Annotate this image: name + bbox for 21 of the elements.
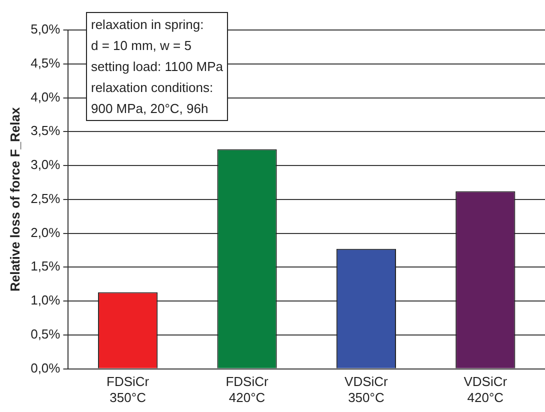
annotation: setting load: 1100 MPa [91, 58, 224, 76]
y-tick-label: 5,0% [30, 22, 61, 37]
x-tick-label: VDSiCr 350°C [344, 374, 389, 405]
y-tick-label: 4,5% [30, 55, 61, 70]
x-tick-label: VDSiCr 420°C [464, 374, 508, 405]
x-tick-label: FDSiCr 420°C [226, 374, 269, 405]
y-tick-label: 1,0% [30, 292, 61, 308]
y-tick-label: 2,0% [30, 224, 61, 240]
y-tick-label: 0,5% [30, 326, 61, 342]
annotation: d = 10 mm, w = 5 [91, 37, 192, 55]
annotation: relaxation conditions: [91, 79, 214, 97]
y-tick-label: 4,0% [30, 89, 61, 104]
y-tick-label: 3,0% [30, 157, 61, 172]
y-axis-title: Relative loss of force F_Relax [7, 106, 22, 292]
x-tick-label: FDSiCr 350°C [106, 374, 150, 405]
y-tick-label: 3,5% [30, 123, 61, 138]
y-tick-label: 1,5% [30, 258, 61, 274]
annotation: relaxation in spring: [91, 16, 205, 34]
y-tick-label: 0,0% [30, 360, 61, 376]
y-tick-label: 2,5% [30, 190, 61, 206]
annotation: 900 MPa, 20°C, 96h [91, 100, 210, 118]
